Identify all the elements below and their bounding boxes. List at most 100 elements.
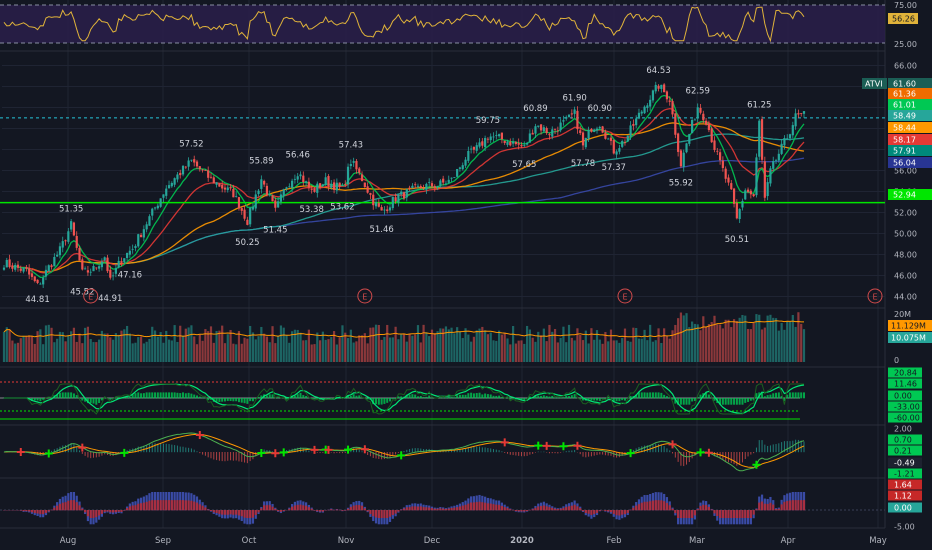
price-annotation: 57.52 bbox=[179, 140, 203, 150]
osc2-histogram-bar bbox=[266, 450, 268, 453]
time-axis-label: Aug bbox=[60, 536, 77, 546]
volume-bar bbox=[587, 343, 590, 362]
volume-bar bbox=[98, 339, 101, 362]
osc3-red-bar bbox=[623, 510, 627, 515]
time-axis-label: May bbox=[869, 536, 887, 546]
candle-body bbox=[539, 124, 543, 131]
osc3-red-bar bbox=[464, 504, 467, 511]
volume-bar bbox=[39, 329, 42, 362]
osc1-histogram-bar bbox=[84, 398, 87, 402]
volume-bar bbox=[637, 338, 641, 362]
candle-body bbox=[198, 166, 201, 170]
osc3-red-bar bbox=[335, 509, 338, 511]
osc2-histogram-bar bbox=[691, 452, 693, 459]
osc1-histogram-bar bbox=[352, 394, 355, 399]
candle-body bbox=[260, 179, 263, 189]
volume-bar bbox=[72, 327, 76, 362]
candle-body bbox=[285, 187, 288, 189]
osc3-red-bar bbox=[453, 507, 456, 511]
candle-body bbox=[495, 135, 498, 136]
volume-bar bbox=[794, 326, 797, 362]
osc2-label-bg bbox=[888, 468, 922, 479]
osc2-histogram-bar bbox=[680, 452, 682, 466]
price-annotation: 57.65 bbox=[512, 160, 536, 170]
osc1-histogram-bar bbox=[713, 398, 716, 401]
volume-bar bbox=[235, 344, 238, 362]
osc3-red-bar bbox=[439, 508, 442, 511]
candle-body bbox=[531, 132, 534, 135]
osc3-red-bar bbox=[587, 510, 590, 514]
osc2-histogram-bar bbox=[196, 451, 198, 453]
osc2-histogram-bar bbox=[241, 452, 243, 462]
osc2-histogram-bar bbox=[308, 450, 310, 453]
volume-bar bbox=[369, 327, 372, 362]
osc2-histogram-bar bbox=[246, 452, 248, 464]
candle-body bbox=[691, 119, 694, 134]
candle-body bbox=[271, 195, 274, 202]
osc3-red-bar bbox=[120, 510, 123, 512]
volume-bar bbox=[545, 341, 548, 362]
osc3-label-bg bbox=[888, 479, 922, 490]
osc1-histogram-bar bbox=[800, 392, 803, 399]
earnings-marker bbox=[83, 288, 99, 304]
osc1-histogram-bar bbox=[444, 397, 447, 399]
volume-bar bbox=[400, 334, 403, 362]
osc2-histogram-bar bbox=[736, 452, 738, 466]
candle-body bbox=[769, 168, 772, 184]
osc3-red-bar bbox=[131, 505, 134, 511]
candle-body bbox=[786, 138, 789, 140]
osc2-label-bg bbox=[888, 434, 922, 445]
osc1-histogram-bar bbox=[548, 396, 551, 399]
osc3-red-bar bbox=[92, 510, 95, 518]
candle-body bbox=[548, 134, 551, 136]
osc3-red-bar bbox=[338, 509, 341, 511]
osc1-histogram-bar bbox=[249, 398, 252, 402]
volume-bar bbox=[156, 336, 159, 362]
osc1-histogram-bar bbox=[677, 398, 680, 405]
osc2-histogram-bar bbox=[795, 439, 797, 453]
osc2-histogram-bar bbox=[764, 444, 766, 453]
osc1-histogram-bar bbox=[391, 398, 394, 399]
osc3-red-bar bbox=[618, 510, 621, 516]
candle-body bbox=[562, 120, 565, 122]
osc2-histogram-bar bbox=[677, 452, 679, 462]
candle-body bbox=[777, 153, 780, 161]
candle-body bbox=[84, 268, 87, 270]
volume-bar bbox=[198, 334, 201, 362]
volume-bar bbox=[148, 338, 151, 362]
volume-bar bbox=[677, 318, 680, 362]
osc2-histogram-bar bbox=[165, 443, 167, 453]
osc1-histogram-bar bbox=[165, 392, 168, 399]
candle-body bbox=[212, 177, 215, 184]
osc1-histogram-bar bbox=[777, 392, 780, 399]
osc2-cross-marker bbox=[752, 460, 761, 469]
volume-bar bbox=[341, 325, 344, 362]
volume-bar bbox=[453, 333, 456, 362]
osc1-histogram-bar bbox=[277, 397, 280, 399]
volume-bar bbox=[542, 328, 545, 362]
osc1-histogram-bar bbox=[556, 397, 559, 399]
osc1-histogram-bar bbox=[735, 398, 738, 405]
volume-bar bbox=[791, 314, 794, 362]
candle-body bbox=[151, 208, 154, 216]
osc3-red-bar bbox=[299, 504, 302, 511]
volume-bar bbox=[190, 325, 193, 362]
osc1-histogram-bar bbox=[145, 392, 148, 399]
volume-bar bbox=[265, 336, 269, 362]
candle-body bbox=[187, 160, 190, 167]
osc2-histogram-bar bbox=[367, 452, 369, 456]
osc3-red-bar bbox=[98, 510, 101, 516]
osc3-red-bar bbox=[86, 510, 90, 517]
volume-bar bbox=[349, 329, 352, 362]
price-panel: 44.81 51.35 45.52 44.91 47.16 57.52 50.25 55.89… bbox=[0, 66, 885, 305]
candle-body bbox=[794, 113, 797, 127]
osc2-histogram-bar bbox=[582, 452, 584, 457]
candle-body bbox=[30, 273, 34, 277]
osc1-histogram-bar bbox=[755, 393, 758, 399]
osc2-histogram-bar bbox=[646, 445, 648, 453]
candle-body bbox=[349, 163, 352, 167]
osc2-histogram-bar bbox=[224, 452, 226, 462]
osc3-red-bar bbox=[416, 506, 420, 511]
osc2-histogram-bar bbox=[409, 449, 411, 453]
osc1-histogram-bar bbox=[131, 394, 134, 399]
